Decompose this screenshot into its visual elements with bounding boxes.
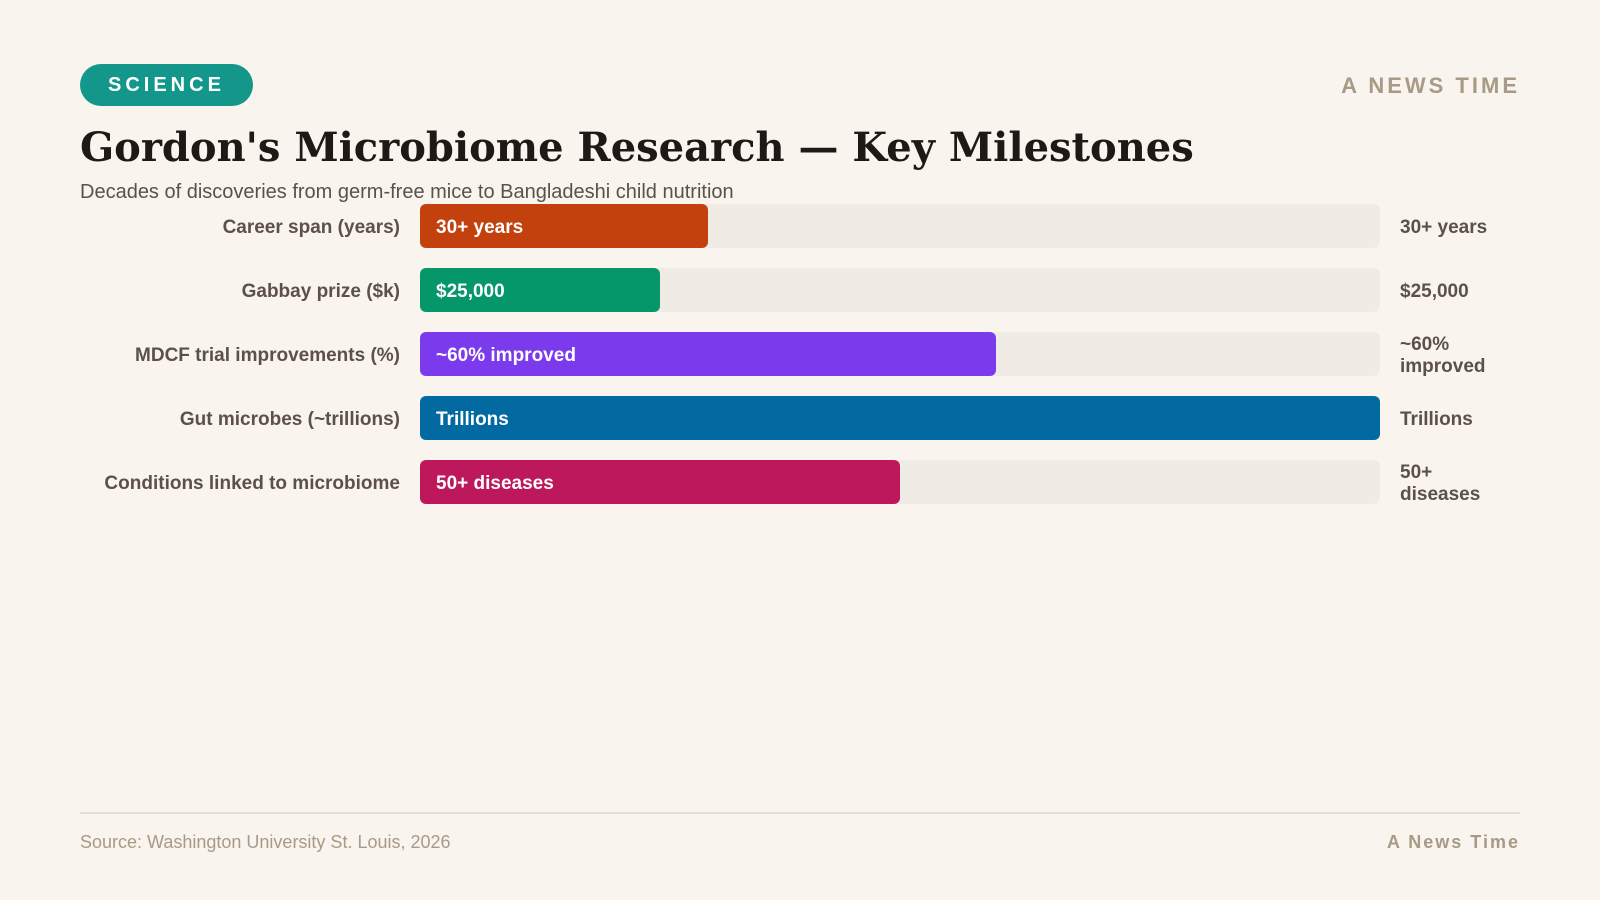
value-label-line: improved [1400, 356, 1486, 377]
footer-divider [80, 812, 1520, 814]
bar-row: Gut microbes (~trillions) Trillions Trilli… [180, 396, 1473, 440]
bar [420, 396, 1380, 440]
bar-row: Gabbay prize ($k) $25,000 $25,000 [242, 268, 1469, 312]
category-badge: SCIENCE [80, 64, 253, 106]
brand-logo-text: A NEWS TIME [1341, 73, 1520, 98]
bar [420, 204, 708, 248]
source-note: Source: Washington University St. Louis,… [80, 832, 451, 852]
category-label: Gut microbes (~trillions) [180, 409, 400, 430]
value-label: Trillions [1400, 409, 1473, 430]
bar [420, 268, 660, 312]
chart-title: Gordon's Microbiome Research — Key Miles… [80, 124, 1194, 171]
category-label: MDCF trial improvements (%) [135, 345, 400, 366]
bar-row: Conditions linked to microbiome 50+ disea… [104, 460, 1480, 505]
bar-row: Career span (years) 30+ years 30+ years [223, 204, 1487, 248]
bar-row: MDCF trial improvements (%) ~60% improved… [135, 332, 1486, 377]
value-label-line: $25,000 [1400, 281, 1469, 302]
category-label: Conditions linked to microbiome [104, 473, 400, 494]
value-label-line: diseases [1400, 484, 1480, 505]
value-label: 30+ years [1400, 217, 1487, 238]
bar-data-label: Trillions [436, 409, 509, 430]
bar-data-label: 50+ diseases [436, 473, 554, 494]
value-label-line: ~60% [1400, 334, 1449, 355]
chart-subtitle: Decades of discoveries from germ-free mi… [80, 181, 734, 203]
value-label-line: 50+ [1400, 462, 1432, 483]
value-label-line: Trillions [1400, 409, 1473, 430]
value-label-line: 30+ years [1400, 217, 1487, 238]
value-label: $25,000 [1400, 281, 1469, 302]
category-label: Career span (years) [223, 217, 400, 238]
category-label: Gabbay prize ($k) [242, 281, 400, 302]
footer-brand: A News Time [1386, 832, 1520, 852]
bar-data-label: $25,000 [436, 281, 505, 302]
bar-data-label: 30+ years [436, 217, 523, 238]
bar [420, 332, 996, 376]
bar [420, 460, 900, 504]
bar-data-label: ~60% improved [436, 345, 576, 366]
value-label: 50+ diseases [1400, 462, 1480, 505]
value-label: ~60% improved [1400, 334, 1486, 377]
